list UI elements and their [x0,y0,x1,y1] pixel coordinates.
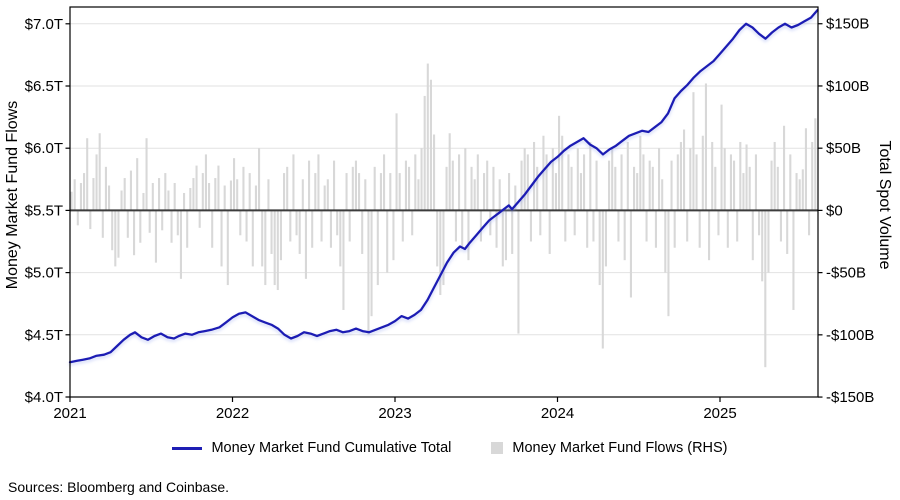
right-axis-ticks: $150B $100B $50B $0 -$50B -$100B -$150B [818,16,874,406]
plot-frame [69,6,819,398]
legend-item-fund-flows: Money Market Fund Flows (RHS) [491,440,728,456]
svg-text:2024: 2024 [541,405,574,422]
x-axis-ticks: 2021 2022 2023 2024 2025 [53,397,737,422]
flow-bars [70,63,817,368]
svg-text:2022: 2022 [216,405,249,422]
svg-text:2023: 2023 [378,405,411,422]
legend-label: Money Market Fund Cumulative Total [211,440,452,456]
svg-text:$4.0T: $4.0T [25,389,63,406]
svg-text:$5.0T: $5.0T [25,265,63,282]
svg-text:$100B: $100B [826,78,869,95]
svg-text:-$100B: -$100B [826,327,874,344]
svg-text:$150B: $150B [826,16,869,33]
legend: Money Market Fund Cumulative Total Money… [0,440,900,456]
svg-text:$4.5T: $4.5T [25,327,63,344]
left-axis-ticks: $7.0T $6.5T $6.0T $5.5T $5.0T $4.5T $4.0T [25,16,70,406]
legend-label: Money Market Fund Flows (RHS) [512,440,728,456]
svg-text:$50B: $50B [826,140,861,157]
svg-text:$6.0T: $6.0T [25,140,63,157]
line-swatch-icon [172,446,203,450]
left-axis-title: Money Market Fund Flows [4,100,21,290]
svg-text:-$150B: -$150B [826,389,874,406]
svg-text:$7.0T: $7.0T [25,16,63,33]
chart-plot: $7.0T $6.5T $6.0T $5.5T $5.0T $4.5T $4.0T $150B… [25,6,874,422]
sources-note: Sources: Bloomberg and Coinbase. [8,479,230,495]
svg-text:2025: 2025 [703,405,736,422]
bar-swatch-icon [491,442,504,454]
cumulative-line [68,8,819,364]
svg-text:$0: $0 [826,202,843,219]
svg-text:-$50B: -$50B [826,265,866,282]
svg-text:$6.5T: $6.5T [25,78,63,95]
svg-text:2021: 2021 [53,405,86,422]
right-axis-title: Total Spot Volume [876,140,893,270]
svg-text:$5.5T: $5.5T [25,202,63,219]
legend-item-cumulative-total: Money Market Fund Cumulative Total [172,440,451,456]
